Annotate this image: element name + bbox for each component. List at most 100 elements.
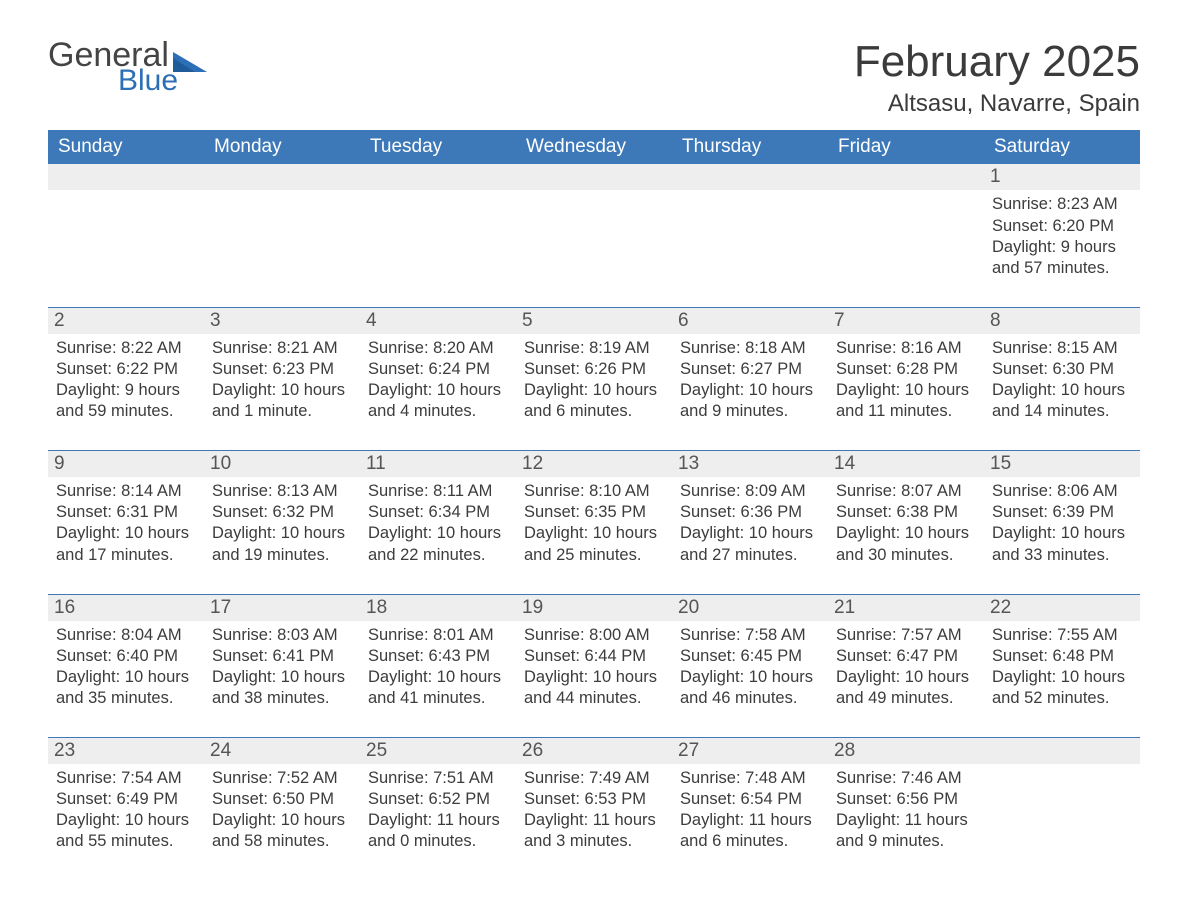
sunrise-line: Sunrise: 8:14 AM bbox=[56, 481, 196, 502]
day-number: 1 bbox=[984, 164, 1140, 190]
daylight-line: Daylight: 10 hours and 46 minutes. bbox=[680, 667, 820, 709]
day-number: 2 bbox=[48, 308, 204, 334]
sunrise-line: Sunrise: 7:55 AM bbox=[992, 625, 1132, 646]
sunset-line: Sunset: 6:22 PM bbox=[56, 359, 196, 380]
sunset-line: Sunset: 6:41 PM bbox=[212, 646, 352, 667]
calendar-day: 17Sunrise: 8:03 AMSunset: 6:41 PMDayligh… bbox=[204, 595, 360, 717]
sunset-line: Sunset: 6:31 PM bbox=[56, 502, 196, 523]
sunset-line: Sunset: 6:34 PM bbox=[368, 502, 508, 523]
calendar-day-empty bbox=[204, 164, 360, 286]
month-title: February 2025 bbox=[854, 38, 1140, 86]
calendar-day: 21Sunrise: 7:57 AMSunset: 6:47 PMDayligh… bbox=[828, 595, 984, 717]
sunrise-line: Sunrise: 8:22 AM bbox=[56, 338, 196, 359]
calendar-day: 24 Sunrise: 7:52 AMSunset: 6:50 PMDayligh… bbox=[204, 738, 360, 860]
day-number bbox=[828, 164, 984, 190]
calendar-day: 23Sunrise: 7:54 AMSunset: 6:49 PMDayligh… bbox=[48, 738, 204, 860]
daylight-line: Daylight: 10 hours and 58 minutes. bbox=[212, 810, 352, 852]
calendar-day: 28Sunrise: 7:46 AMSunset: 6:56 PMDayligh… bbox=[828, 738, 984, 860]
daylight-line: Daylight: 10 hours and 35 minutes. bbox=[56, 667, 196, 709]
sunrise-line: Sunrise: 8:03 AM bbox=[212, 625, 352, 646]
daylight-line: Daylight: 9 hours and 59 minutes. bbox=[56, 380, 196, 422]
calendar-day-empty bbox=[48, 164, 204, 286]
daylight-line: Daylight: 10 hours and 41 minutes. bbox=[368, 667, 508, 709]
sunrise-line: Sunrise: 8:10 AM bbox=[524, 481, 664, 502]
day-number: 20 bbox=[672, 595, 828, 621]
daylight-line: Daylight: 10 hours and 19 minutes. bbox=[212, 523, 352, 565]
header: General Blue February 2025 Altsasu, Nava… bbox=[48, 38, 1140, 118]
day-number bbox=[204, 164, 360, 190]
calendar-day: 11Sunrise: 8:11 AMSunset: 6:34 PMDayligh… bbox=[360, 451, 516, 573]
sunset-line: Sunset: 6:32 PM bbox=[212, 502, 352, 523]
calendar-week: 23Sunrise: 7:54 AMSunset: 6:49 PMDayligh… bbox=[48, 737, 1140, 860]
location: Altsasu, Navarre, Spain bbox=[854, 90, 1140, 118]
calendar-day: 27Sunrise: 7:48 AMSunset: 6:54 PMDayligh… bbox=[672, 738, 828, 860]
daylight-line: Daylight: 11 hours and 9 minutes. bbox=[836, 810, 976, 852]
logo-word-blue: Blue bbox=[118, 66, 207, 96]
calendar-day: 20Sunrise: 7:58 AMSunset: 6:45 PMDayligh… bbox=[672, 595, 828, 717]
daylight-line: Daylight: 10 hours and 52 minutes. bbox=[992, 667, 1132, 709]
calendar-day: 25Sunrise: 7:51 AMSunset: 6:52 PMDayligh… bbox=[360, 738, 516, 860]
day-number: 8 bbox=[984, 308, 1140, 334]
weekday-header: Thursday bbox=[672, 130, 828, 164]
calendar-day-empty bbox=[828, 164, 984, 286]
day-number: 18 bbox=[360, 595, 516, 621]
day-number: 26 bbox=[516, 738, 672, 764]
calendar-day: 12Sunrise: 8:10 AMSunset: 6:35 PMDayligh… bbox=[516, 451, 672, 573]
calendar-day: 4Sunrise: 8:20 AMSunset: 6:24 PMDaylight… bbox=[360, 308, 516, 430]
weekday-header: Wednesday bbox=[516, 130, 672, 164]
sunrise-line: Sunrise: 8:09 AM bbox=[680, 481, 820, 502]
day-number: 25 bbox=[360, 738, 516, 764]
weekday-header: Monday bbox=[204, 130, 360, 164]
weekday-header: Friday bbox=[828, 130, 984, 164]
calendar-day: 19Sunrise: 8:00 AMSunset: 6:44 PMDayligh… bbox=[516, 595, 672, 717]
sunset-line: Sunset: 6:48 PM bbox=[992, 646, 1132, 667]
sunrise-line: Sunrise: 8:21 AM bbox=[212, 338, 352, 359]
day-number: 14 bbox=[828, 451, 984, 477]
calendar-day: 5Sunrise: 8:19 AMSunset: 6:26 PMDaylight… bbox=[516, 308, 672, 430]
sunset-line: Sunset: 6:53 PM bbox=[524, 789, 664, 810]
daylight-line: Daylight: 10 hours and 17 minutes. bbox=[56, 523, 196, 565]
sunset-line: Sunset: 6:28 PM bbox=[836, 359, 976, 380]
sunset-line: Sunset: 6:49 PM bbox=[56, 789, 196, 810]
daylight-line: Daylight: 10 hours and 4 minutes. bbox=[368, 380, 508, 422]
sunset-line: Sunset: 6:20 PM bbox=[992, 216, 1132, 237]
daylight-line: Daylight: 11 hours and 0 minutes. bbox=[368, 810, 508, 852]
day-number bbox=[48, 164, 204, 190]
sunset-line: Sunset: 6:40 PM bbox=[56, 646, 196, 667]
sunrise-line: Sunrise: 8:07 AM bbox=[836, 481, 976, 502]
sunrise-line: Sunrise: 8:11 AM bbox=[368, 481, 508, 502]
daylight-line: Daylight: 10 hours and 27 minutes. bbox=[680, 523, 820, 565]
calendar-day: 1Sunrise: 8:23 AMSunset: 6:20 PMDaylight… bbox=[984, 164, 1140, 286]
sunrise-line: Sunrise: 8:04 AM bbox=[56, 625, 196, 646]
day-number: 15 bbox=[984, 451, 1140, 477]
calendar-week: 16Sunrise: 8:04 AMSunset: 6:40 PMDayligh… bbox=[48, 594, 1140, 717]
calendar-day: 16 Sunrise: 8:04 AMSunset: 6:40 PMDayligh… bbox=[48, 595, 204, 717]
calendar-day: 6Sunrise: 8:18 AMSunset: 6:27 PMDaylight… bbox=[672, 308, 828, 430]
day-number: 16 bbox=[48, 595, 204, 621]
day-number: 6 bbox=[672, 308, 828, 334]
calendar-week: 1Sunrise: 8:23 AMSunset: 6:20 PMDaylight… bbox=[48, 164, 1140, 286]
sunrise-line: Sunrise: 7:57 AM bbox=[836, 625, 976, 646]
day-number: 12 bbox=[516, 451, 672, 477]
daylight-line: Daylight: 10 hours and 22 minutes. bbox=[368, 523, 508, 565]
sunrise-line: Sunrise: 8:13 AM bbox=[212, 481, 352, 502]
sunset-line: Sunset: 6:50 PM bbox=[212, 789, 352, 810]
calendar-day-empty bbox=[984, 738, 1140, 860]
day-number: 23 bbox=[48, 738, 204, 764]
daylight-line: Daylight: 10 hours and 49 minutes. bbox=[836, 667, 976, 709]
sunrise-line: Sunrise: 7:58 AM bbox=[680, 625, 820, 646]
calendar: SundayMondayTuesdayWednesdayThursdayFrid… bbox=[48, 130, 1140, 860]
sunset-line: Sunset: 6:23 PM bbox=[212, 359, 352, 380]
calendar-weeks: 1Sunrise: 8:23 AMSunset: 6:20 PMDaylight… bbox=[48, 164, 1140, 860]
sunrise-line: Sunrise: 7:52 AM bbox=[212, 768, 352, 789]
sunrise-line: Sunrise: 8:20 AM bbox=[368, 338, 508, 359]
calendar-day: 15Sunrise: 8:06 AMSunset: 6:39 PMDayligh… bbox=[984, 451, 1140, 573]
sunrise-line: Sunrise: 8:06 AM bbox=[992, 481, 1132, 502]
title-block: February 2025 Altsasu, Navarre, Spain bbox=[854, 38, 1140, 118]
calendar-day: 14Sunrise: 8:07 AMSunset: 6:38 PMDayligh… bbox=[828, 451, 984, 573]
sunset-line: Sunset: 6:27 PM bbox=[680, 359, 820, 380]
sunset-line: Sunset: 6:43 PM bbox=[368, 646, 508, 667]
daylight-line: Daylight: 10 hours and 1 minute. bbox=[212, 380, 352, 422]
day-number: 24 bbox=[204, 738, 360, 764]
calendar-day-empty bbox=[516, 164, 672, 286]
